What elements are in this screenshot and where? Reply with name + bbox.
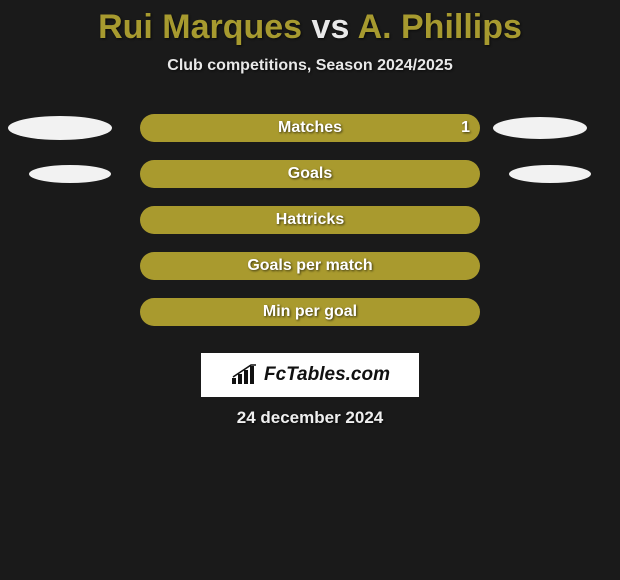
left-value-ellipse: [8, 116, 112, 140]
stat-label: Goals: [140, 165, 480, 183]
logo: FcTables.com: [230, 364, 390, 386]
player1-name: Rui Marques: [98, 8, 302, 46]
stat-label: Goals per match: [140, 257, 480, 275]
comparison-chart: Rui Marques vs A. Phillips Club competit…: [0, 0, 620, 580]
logo-bars-icon: [230, 364, 260, 386]
stat-row: Hattricks: [0, 197, 620, 243]
stat-bar: Goals per match: [140, 252, 480, 280]
vs-text: vs: [302, 8, 357, 46]
date-label: 24 december 2024: [0, 408, 620, 428]
stat-value-right: 1: [461, 119, 470, 137]
logo-text: FcTables.com: [264, 364, 390, 386]
right-value-ellipse: [509, 165, 591, 183]
stat-bar: Goals: [140, 160, 480, 188]
stat-rows: Matches1 Goals Hattricks Goals per match Min…: [0, 105, 620, 335]
stat-row: Goals per match: [0, 243, 620, 289]
stat-row: Matches1: [0, 105, 620, 151]
right-value-ellipse: [493, 117, 587, 139]
subtitle: Club competitions, Season 2024/2025: [0, 57, 620, 75]
stat-label: Hattricks: [140, 211, 480, 229]
stat-bar: Hattricks: [140, 206, 480, 234]
logo-box: FcTables.com: [201, 353, 419, 397]
page-title: Rui Marques vs A. Phillips: [0, 0, 620, 47]
stat-label: Matches: [140, 119, 480, 137]
stat-bar: Matches1: [140, 114, 480, 142]
stat-bar: Min per goal: [140, 298, 480, 326]
stat-row: Goals: [0, 151, 620, 197]
stat-label: Min per goal: [140, 303, 480, 321]
stat-row: Min per goal: [0, 289, 620, 335]
left-value-ellipse: [29, 165, 111, 183]
player2-name: A. Phillips: [358, 8, 522, 46]
